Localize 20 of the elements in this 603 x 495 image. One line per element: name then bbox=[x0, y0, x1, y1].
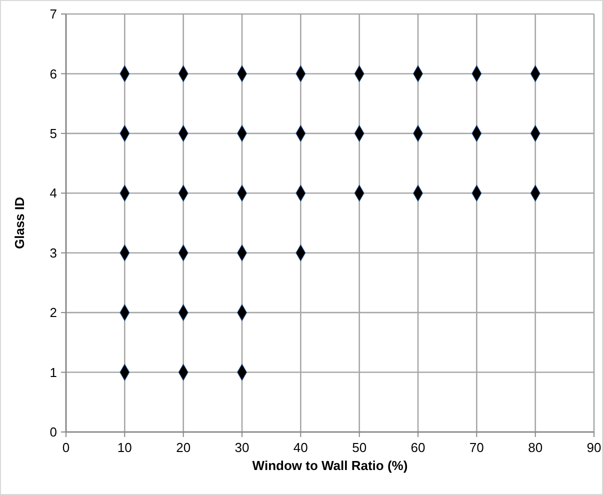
y-tick-label: 5 bbox=[50, 126, 57, 141]
x-tick-label: 60 bbox=[410, 440, 426, 455]
y-tick-label: 4 bbox=[50, 186, 57, 201]
x-tick-label: 0 bbox=[62, 440, 70, 455]
x-tick-label: 70 bbox=[469, 440, 484, 455]
y-tick-label: 6 bbox=[50, 66, 57, 82]
y-tick-label: 3 bbox=[50, 245, 57, 260]
x-tick-label: 50 bbox=[352, 440, 367, 455]
y-tick-label: 7 bbox=[50, 6, 57, 22]
y-tick-label: 2 bbox=[50, 305, 57, 320]
x-tick-label: 30 bbox=[234, 440, 250, 455]
x-axis-title: Window to Wall Ratio (%) bbox=[252, 458, 408, 473]
y-tick-label: 1 bbox=[50, 364, 57, 380]
x-tick-label: 40 bbox=[293, 440, 308, 455]
x-tick-label: 10 bbox=[117, 440, 132, 455]
x-tick-label: 20 bbox=[176, 440, 191, 455]
y-tick-label: 0 bbox=[50, 424, 57, 440]
y-axis-title: Glass ID bbox=[12, 196, 27, 250]
x-tick-label: 80 bbox=[528, 440, 543, 455]
x-tick-label: 90 bbox=[586, 440, 602, 455]
